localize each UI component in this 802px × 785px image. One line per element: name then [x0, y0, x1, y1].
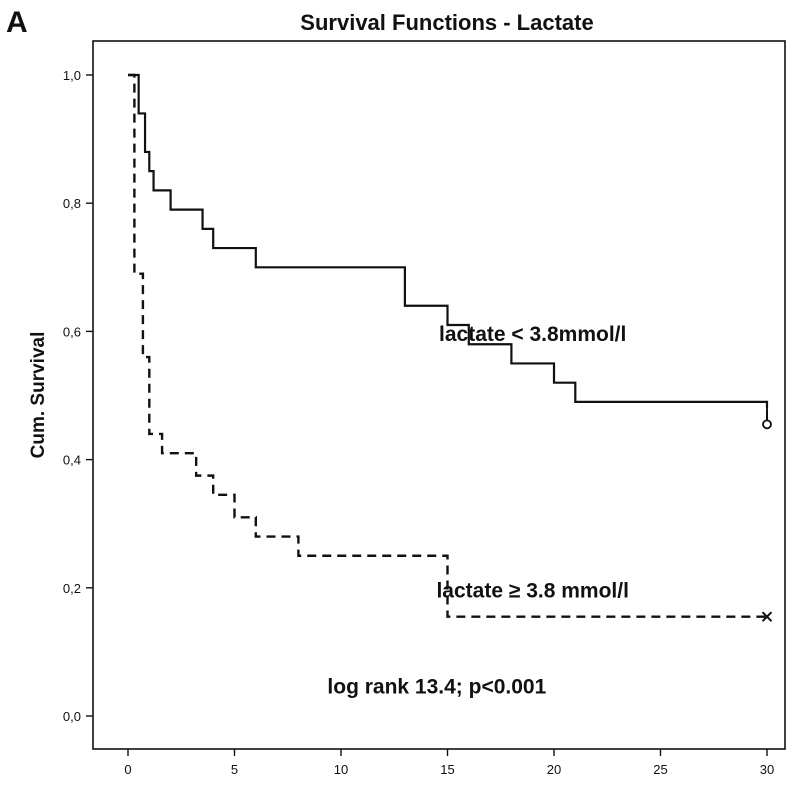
y-axis: 0,0 0,2 0,4 0,6 0,8 1,0: [63, 68, 93, 724]
x-axis: 0 5 10 15 20 25 30: [124, 749, 774, 777]
x-tick-label: 20: [547, 762, 561, 777]
survival-curve-high-lactate: [128, 73, 767, 618]
series-label: lactate ≥ 3.8 mmol/l: [436, 579, 628, 602]
survival-curve-low-lactate: [128, 73, 769, 409]
plot-frame: [92, 40, 786, 750]
panel-letter: A: [6, 6, 28, 39]
y-tick-label: 0,6: [63, 324, 81, 339]
x-tick-label: 30: [760, 762, 774, 777]
y-tick-label: 0,0: [63, 709, 81, 724]
censor-marker-circle: [762, 419, 772, 430]
y-axis-label: Cum. Survival: [28, 332, 49, 459]
chart-title: Survival Functions - Lactate: [300, 10, 593, 35]
y-tick-label: 0,8: [63, 196, 81, 211]
x-tick-label: 25: [653, 762, 667, 777]
y-tick-label: 0,4: [63, 453, 81, 468]
series-layer: [128, 73, 773, 622]
label-layer: lactate < 3.8mmol/l lactate ≥ 3.8 mmol/l l…: [327, 323, 628, 699]
log-rank-annotation: log rank 13.4; p<0.001: [327, 676, 546, 699]
x-tick-label: 0: [124, 762, 131, 777]
x-tick-label: 10: [334, 762, 348, 777]
y-tick-label: 0,2: [63, 581, 81, 596]
x-tick-label: 15: [440, 762, 454, 777]
series-label: lactate < 3.8mmol/l: [439, 323, 626, 346]
x-tick-label: 5: [231, 762, 238, 777]
censor-marker-x: [761, 611, 773, 622]
y-tick-label: 1,0: [63, 68, 81, 83]
